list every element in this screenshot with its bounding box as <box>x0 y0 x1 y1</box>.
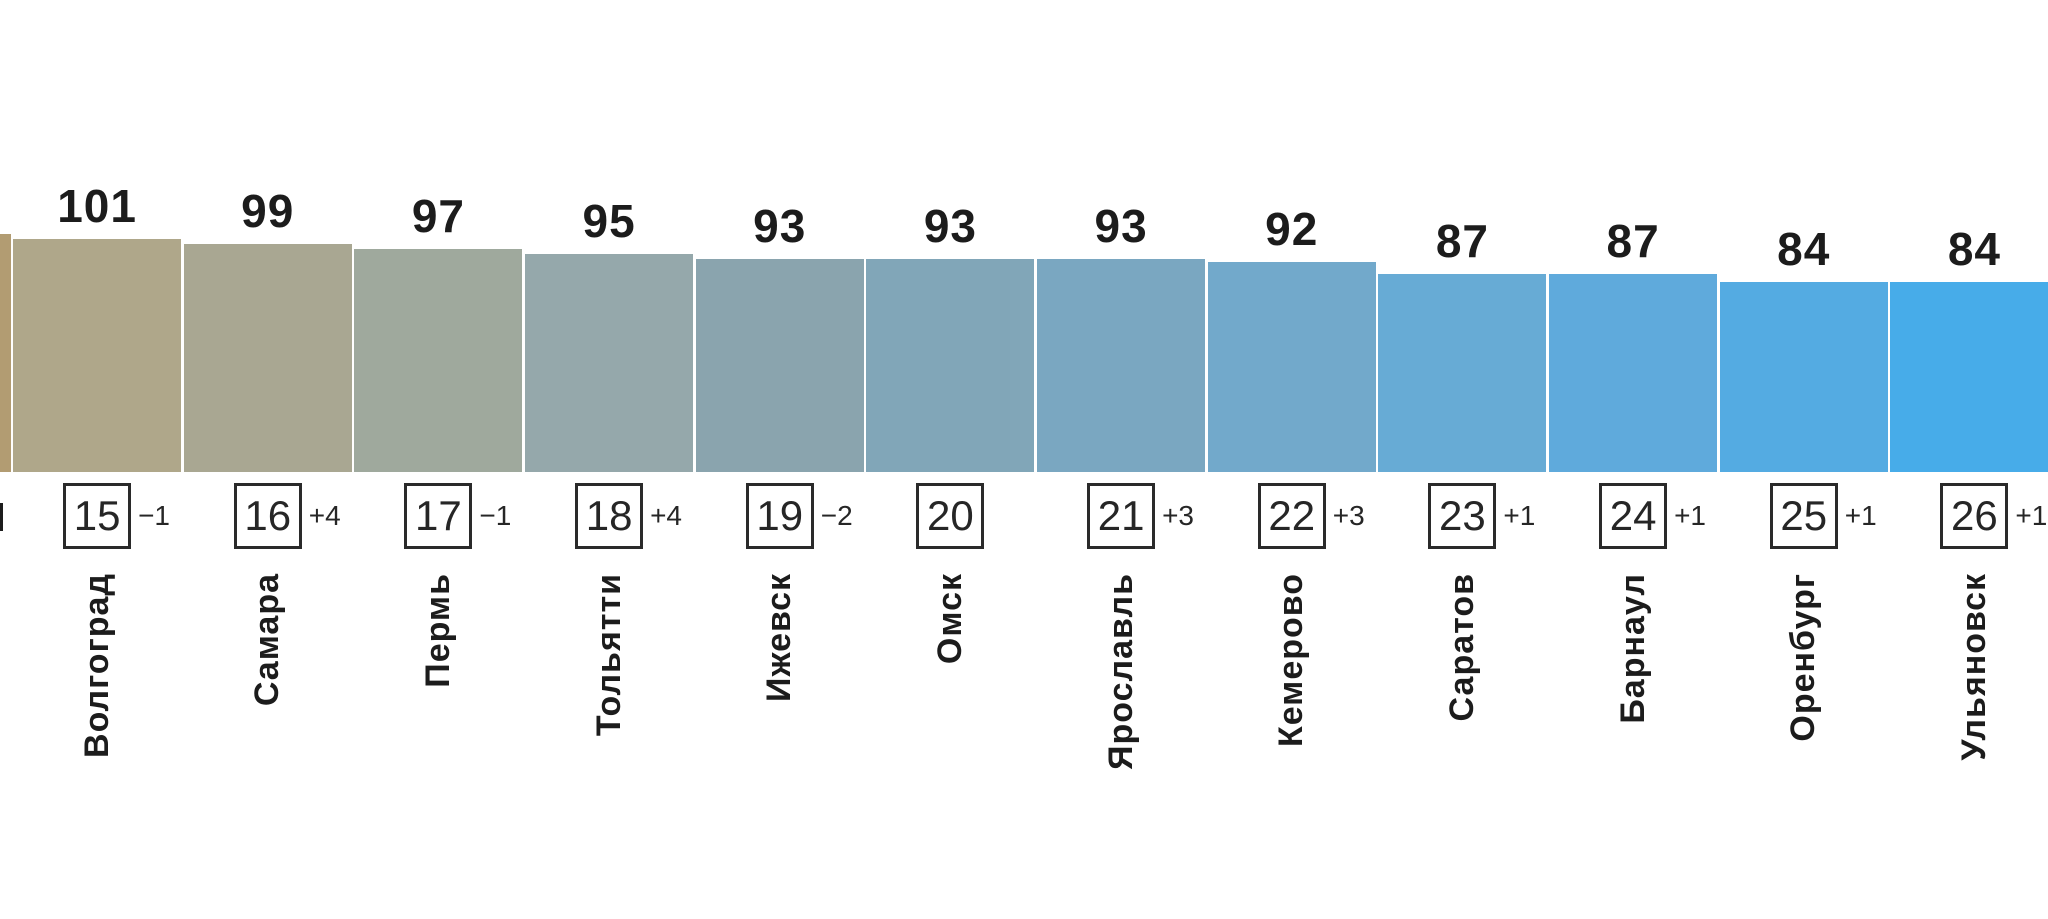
rank-change-label: +1 <box>2015 500 2048 531</box>
rank-box: 19 <box>745 483 814 549</box>
city-label: Омск <box>930 573 969 665</box>
rank-box: 16 <box>233 483 302 549</box>
rank-change-label: +1 <box>1844 500 1877 531</box>
rank-number: 26 <box>1951 492 1998 539</box>
rank-number: 22 <box>1268 492 1316 539</box>
rank-number: 18 <box>585 492 633 539</box>
rank-change-label: −1 <box>138 500 171 531</box>
previous-rank-partial-bar <box>0 234 11 472</box>
bar-value-label: 101 <box>57 180 137 232</box>
city-label: Тольятти <box>589 573 628 737</box>
rank-box: 18 <box>575 483 644 549</box>
city-label-wrap: Барнаул <box>1603 573 1663 893</box>
bar <box>1890 281 2048 472</box>
city-label: Самара <box>248 573 287 707</box>
city-label-wrap: Ижевск <box>750 573 810 893</box>
city-label: Кемерово <box>1272 573 1311 748</box>
city-label-wrap: Оренбург <box>1774 573 1834 893</box>
rank-number: 15 <box>73 492 121 539</box>
city-label-wrap: Самара <box>238 573 298 893</box>
rank-change-label: +3 <box>1332 500 1365 531</box>
rank-box: 26 <box>1940 483 2009 549</box>
rank-number: 16 <box>244 492 292 539</box>
city-label-wrap: Пермь <box>408 573 468 893</box>
bar-value-label: 93 <box>1094 200 1148 252</box>
city-label: Барнаул <box>1613 573 1652 724</box>
bar-value-label: 93 <box>753 200 807 252</box>
rank-box: 23 <box>1428 483 1497 549</box>
rank-number: 19 <box>756 492 804 539</box>
rank-number: 20 <box>927 492 974 539</box>
city-label: Оренбург <box>1784 573 1823 742</box>
city-label-wrap: Тольятти <box>579 573 639 893</box>
bar <box>1207 261 1376 472</box>
previous-rank-change-cutoff <box>0 503 3 531</box>
rank-box: 25 <box>1769 483 1838 549</box>
rank-number: 25 <box>1780 492 1828 539</box>
bar <box>695 259 864 472</box>
bar-value-label: 93 <box>923 200 977 252</box>
city-label-wrap: Омск <box>920 573 980 893</box>
bar <box>1719 281 1888 472</box>
rank-box: 17 <box>404 483 473 549</box>
bar-value-label: 87 <box>1435 215 1489 267</box>
city-label-wrap: Кемерово <box>1262 573 1322 893</box>
rank-change-label: +4 <box>650 500 683 531</box>
rank-number: 23 <box>1439 492 1486 539</box>
rank-box: 22 <box>1257 483 1326 549</box>
rank-box: 24 <box>1599 483 1668 549</box>
rank-number: 21 <box>1097 492 1145 539</box>
city-label: Ижевск <box>760 573 799 702</box>
city-label: Саратов <box>1442 573 1481 722</box>
bar-value-label: 99 <box>241 185 295 237</box>
rank-box: 20 <box>916 483 985 549</box>
city-label-wrap: Волгоград <box>67 573 127 893</box>
city-label-wrap: Ярославль <box>1091 573 1151 893</box>
bar-value-label: 95 <box>582 195 636 247</box>
bar <box>183 244 352 472</box>
bar-value-label: 84 <box>1947 222 2001 275</box>
rank-change-label: +4 <box>308 500 341 531</box>
rank-change-label: −1 <box>479 500 512 531</box>
rank-change-label: +1 <box>1503 500 1536 531</box>
bar <box>1037 259 1206 472</box>
bar-value-label: 92 <box>1265 202 1319 255</box>
city-label: Пермь <box>418 573 457 688</box>
bar <box>525 254 694 472</box>
bar <box>1549 274 1718 472</box>
bar-value-label: 97 <box>411 190 465 242</box>
bar-value-label: 87 <box>1606 215 1660 267</box>
rank-change-label: −2 <box>820 500 853 531</box>
rank-change-label: +1 <box>1674 500 1707 531</box>
city-label: Ульяновск <box>1954 573 1993 761</box>
city-label-wrap: Саратов <box>1432 573 1492 893</box>
city-label: Ярославль <box>1101 573 1140 770</box>
rank-change-label: +3 <box>1162 500 1195 531</box>
rank-box: 21 <box>1087 483 1156 549</box>
bar <box>13 239 182 472</box>
bar <box>866 259 1035 472</box>
rank-number: 24 <box>1609 492 1657 539</box>
rank-box: 15 <box>63 483 132 549</box>
bar-value-label: 84 <box>1777 222 1831 275</box>
city-label-wrap: Ульяновск <box>1944 573 2004 893</box>
bar <box>1378 274 1547 472</box>
rank-number: 17 <box>415 492 462 539</box>
city-label: Волгоград <box>77 573 116 758</box>
bar <box>354 249 523 472</box>
